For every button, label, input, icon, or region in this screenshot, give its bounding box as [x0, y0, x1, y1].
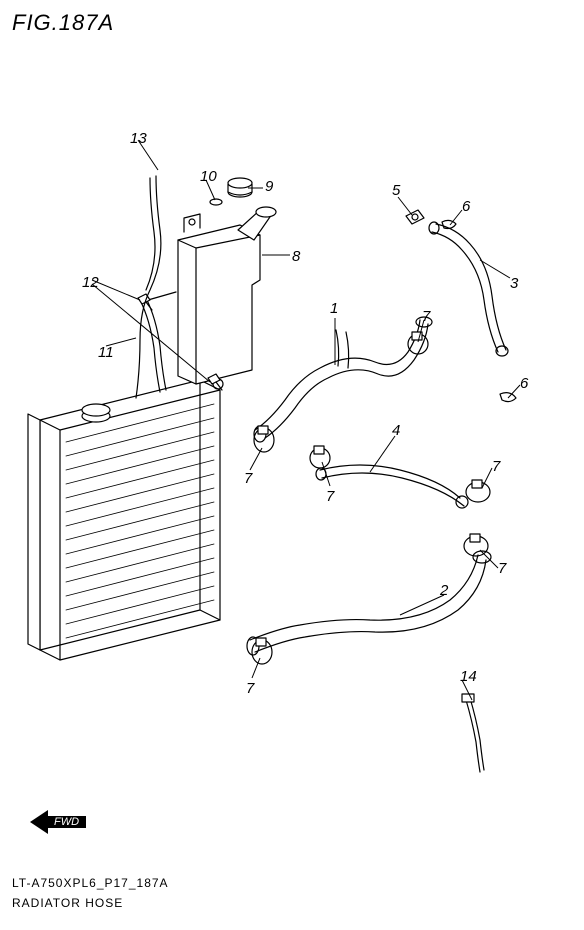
callout-11: 11	[98, 344, 114, 361]
callout-6: 6	[520, 375, 528, 392]
callout-7: 7	[246, 680, 254, 697]
callout-12: 12	[82, 274, 99, 291]
callout-7: 7	[498, 560, 506, 577]
callout-6: 6	[462, 198, 470, 215]
callout-9: 9	[265, 178, 273, 195]
clip-6b	[500, 393, 516, 402]
clip-6a	[442, 220, 456, 228]
clamp-7-d	[466, 480, 490, 502]
callout-7: 7	[244, 470, 252, 487]
clamp-7-b	[310, 446, 330, 468]
cable-tie	[462, 694, 484, 772]
callout-1: 1	[330, 300, 338, 317]
callout-3: 3	[510, 275, 518, 292]
callout-10: 10	[200, 168, 217, 185]
callout-5: 5	[392, 182, 400, 199]
footer-code: LT-A750XPL6_P17_187A	[12, 876, 169, 890]
o-ring	[210, 199, 222, 205]
lower-hose	[247, 551, 491, 655]
callout-7: 7	[492, 458, 500, 475]
radiator	[28, 380, 220, 660]
reservoir-tank	[178, 207, 276, 389]
fwd-badge: FWD	[28, 802, 98, 842]
fwd-label: FWD	[54, 816, 79, 828]
clamp-7-f	[252, 638, 272, 664]
fitting-5	[406, 210, 424, 224]
callout-8: 8	[292, 248, 300, 265]
callout-7: 7	[422, 308, 430, 325]
overflow-tube	[136, 176, 161, 398]
callout-7: 7	[326, 488, 334, 505]
callout-2: 2	[440, 582, 448, 599]
clamp-7-c	[408, 332, 428, 354]
upper-hose	[254, 317, 432, 442]
hose-3	[429, 222, 508, 356]
callout-14: 14	[460, 668, 477, 685]
overflow-tube-bracket	[140, 292, 176, 392]
hose-4	[316, 465, 468, 508]
footer-name: RADIATOR HOSE	[12, 896, 123, 910]
callout-13: 13	[130, 130, 147, 147]
callout-4: 4	[392, 422, 400, 439]
